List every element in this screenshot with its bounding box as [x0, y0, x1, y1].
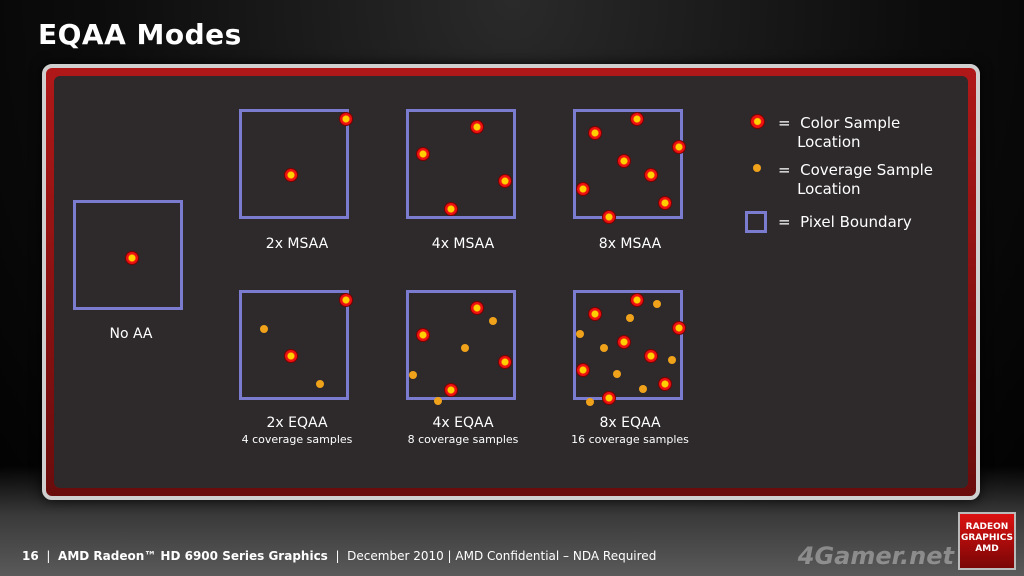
coverage-sample-dot — [461, 344, 469, 352]
mode-sublabel-2x-eqaa: 4 coverage samples — [241, 433, 353, 446]
coverage-sample-dot — [613, 370, 621, 378]
coverage-sample-dot — [626, 314, 634, 322]
color-sample-dot — [470, 301, 484, 315]
legend-pixel-boundary-text: = Pixel Boundary — [778, 213, 912, 231]
coverage-sample-dot — [409, 371, 417, 379]
content-panel — [42, 64, 980, 500]
coverage-sample-dot — [668, 356, 676, 364]
coverage-sample-dot — [576, 330, 584, 338]
legend-color-sample-icon — [750, 114, 765, 129]
color-sample-dot — [602, 391, 616, 405]
footer-page-number: 16 — [22, 549, 39, 563]
coverage-sample-dot — [639, 385, 647, 393]
color-sample-dot — [630, 112, 644, 126]
slide-footer: 16 | AMD Radeon™ HD 6900 Series Graphics… — [22, 549, 656, 563]
color-sample-dot — [617, 335, 631, 349]
coverage-sample-dot — [260, 325, 268, 333]
color-sample-dot — [588, 307, 602, 321]
color-sample-dot — [576, 363, 590, 377]
pixel-box-8x-msaa — [573, 109, 686, 224]
color-sample-dot — [444, 202, 458, 216]
mode-label-8x-msaa: 8x MSAA — [598, 236, 662, 252]
watermark: 4Gamer.net — [797, 542, 954, 570]
radeon-logo: RADEON GRAPHICS AMD — [958, 512, 1016, 570]
color-sample-dot — [339, 293, 353, 307]
color-sample-dot — [576, 182, 590, 196]
color-sample-dot — [470, 120, 484, 134]
color-sample-dot — [617, 154, 631, 168]
color-sample-dot — [444, 383, 458, 397]
color-sample-dot — [658, 196, 672, 210]
pixel-box-2x-eqaa — [239, 290, 353, 400]
content-panel-inner — [54, 76, 968, 488]
color-sample-dot — [416, 147, 430, 161]
mode-label-2x-msaa: 2x MSAA — [265, 236, 329, 252]
color-sample-dot — [498, 174, 512, 188]
footer-separator: | — [42, 549, 55, 563]
mode-sublabel-4x-eqaa: 8 coverage samples — [407, 433, 519, 446]
color-sample-dot — [284, 349, 298, 363]
color-sample-dot — [416, 328, 430, 342]
pixel-box-2x-msaa — [239, 109, 353, 219]
legend-pixel-boundary-icon — [745, 211, 767, 233]
color-sample-dot — [644, 349, 658, 363]
legend-coverage-sample-icon — [753, 164, 761, 172]
color-sample-dot — [672, 321, 686, 335]
legend-coverage-sample-text: = Coverage Sample Location — [778, 161, 933, 198]
coverage-sample-dot — [316, 380, 324, 388]
pixel-box-4x-msaa — [406, 109, 516, 219]
color-sample-dot — [644, 168, 658, 182]
mode-label-2x-eqaa: 2x EQAA — [266, 415, 328, 431]
color-sample-dot — [588, 126, 602, 140]
slide-title: EQAA Modes — [38, 18, 242, 51]
legend-color-sample-text: = Color Sample Location — [778, 114, 901, 151]
coverage-sample-dot — [586, 398, 594, 406]
mode-sublabel-8x-eqaa: 16 coverage samples — [571, 433, 689, 446]
pixel-box-8x-eqaa — [573, 290, 686, 406]
mode-label-8x-eqaa: 8x EQAA — [599, 415, 661, 431]
color-sample-dot — [284, 168, 298, 182]
footer-product: AMD Radeon™ HD 6900 Series Graphics — [58, 549, 328, 563]
color-sample-dot — [672, 140, 686, 154]
footer-rest: December 2010 | AMD Confidential – NDA R… — [347, 549, 657, 563]
mode-label-no-aa: No AA — [109, 326, 153, 342]
coverage-sample-dot — [434, 397, 442, 405]
color-sample-dot — [125, 251, 139, 265]
footer-separator: | — [331, 549, 344, 563]
mode-label-4x-eqaa: 4x EQAA — [432, 415, 494, 431]
color-sample-dot — [339, 112, 353, 126]
color-sample-dot — [602, 210, 616, 224]
mode-label-4x-msaa: 4x MSAA — [431, 236, 495, 252]
coverage-sample-dot — [653, 300, 661, 308]
pixel-box-no-aa — [73, 200, 183, 310]
color-sample-dot — [658, 377, 672, 391]
coverage-sample-dot — [489, 317, 497, 325]
color-sample-dot — [630, 293, 644, 307]
coverage-sample-dot — [600, 344, 608, 352]
color-sample-dot — [498, 355, 512, 369]
pixel-box-4x-eqaa — [406, 290, 516, 405]
